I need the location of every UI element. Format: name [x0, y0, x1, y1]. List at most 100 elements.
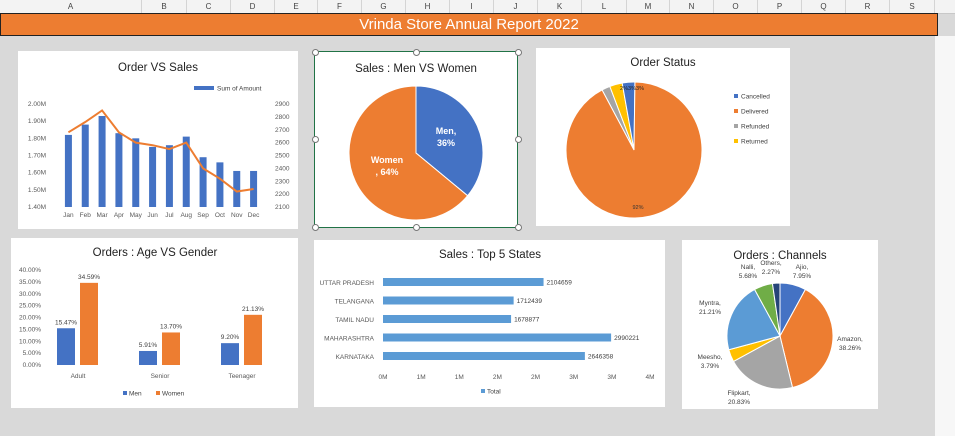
- category-label: TAMIL NADU: [335, 317, 374, 324]
- column-header-d[interactable]: D: [231, 0, 275, 13]
- column-header-g[interactable]: G: [362, 0, 406, 13]
- channel-pct: 2.27%: [762, 269, 781, 276]
- channels-pie-slice-4: [726, 288, 781, 351]
- y-tick-label: 1.60M: [28, 170, 46, 177]
- men-vs-women-chart[interactable]: Sales : Men VS Women Men, 36% Women , 64%: [314, 51, 518, 228]
- legend-label: Men: [129, 391, 142, 398]
- data-label: 2646358: [588, 354, 614, 361]
- y2-tick-label: 2700: [275, 127, 290, 134]
- column-header-n[interactable]: N: [670, 0, 714, 13]
- y2-tick-label: 2500: [275, 153, 290, 160]
- resize-handle[interactable]: [312, 136, 319, 143]
- x-tick-label: 3M: [569, 374, 578, 381]
- channels-chart[interactable]: Orders : Channels Ajio, 7.95% Amazon, 38.26%…: [682, 240, 878, 409]
- chart-title: Sales : Top 5 States: [439, 249, 541, 261]
- column-header-a[interactable]: A: [0, 0, 142, 13]
- women-label: Women: [371, 155, 403, 165]
- column-header-q[interactable]: Q: [802, 0, 846, 13]
- women-bar: [244, 314, 262, 365]
- state-bar: [383, 352, 585, 360]
- gender-pie-slice-1: [348, 85, 469, 221]
- data-label: 1712439: [517, 298, 543, 305]
- column-header-i[interactable]: I: [450, 0, 494, 13]
- status-pie-slice-3: [565, 81, 703, 219]
- sales-bar: [182, 136, 190, 207]
- category-label: MAHARASHTRA: [324, 336, 375, 343]
- x-tick-label: 1M: [455, 374, 464, 381]
- column-header-l[interactable]: L: [582, 0, 627, 13]
- sales-bar: [81, 124, 89, 207]
- column-header-k[interactable]: K: [538, 0, 582, 13]
- column-header-m[interactable]: M: [627, 0, 670, 13]
- y2-tick-label: 2200: [275, 191, 290, 198]
- sales-bar: [98, 116, 106, 207]
- data-label: 21.13%: [242, 306, 264, 313]
- resize-handle[interactable]: [515, 136, 522, 143]
- column-header-o[interactable]: O: [714, 0, 758, 13]
- resize-handle[interactable]: [515, 224, 522, 231]
- channels-pie-slice-6: [771, 282, 781, 337]
- channel-name: Myntra,: [699, 300, 721, 307]
- y2-tick-label: 2900: [275, 101, 290, 108]
- channels-pie-slice-2: [732, 335, 794, 390]
- y2-tick-label: 2300: [275, 178, 290, 185]
- data-label: 1678877: [514, 317, 540, 324]
- column-header-r[interactable]: R: [846, 0, 890, 13]
- chart-title: Orders : Channels: [733, 250, 827, 262]
- sales-bar: [165, 145, 173, 207]
- x-tick-label: 3M: [607, 374, 616, 381]
- resize-handle[interactable]: [515, 49, 522, 56]
- legend-swatch: [734, 109, 738, 113]
- column-header-p[interactable]: P: [758, 0, 802, 13]
- y-tick-label: 2.00M: [28, 101, 46, 108]
- column-header-e[interactable]: E: [275, 0, 318, 13]
- y-tick-label: 20.00%: [19, 315, 41, 322]
- legend-swatch: [156, 391, 160, 395]
- x-tick-label: 4M: [645, 374, 654, 381]
- x-tick-label: Jun: [147, 212, 158, 219]
- column-header-s[interactable]: S: [890, 0, 935, 13]
- channel-pct: 3.79%: [701, 363, 720, 370]
- x-tick-label: Adult: [71, 373, 86, 380]
- top-states-chart[interactable]: Sales : Top 5 States UTTAR PRADESH 2104659…: [314, 240, 665, 407]
- y-tick-label: 1.90M: [28, 118, 46, 125]
- chart-title: Order VS Sales: [118, 62, 198, 74]
- legend-label: Cancelled: [741, 94, 770, 101]
- resize-handle[interactable]: [413, 224, 420, 231]
- column-header-c[interactable]: C: [187, 0, 231, 13]
- x-tick-label: Mar: [96, 212, 108, 219]
- resize-handle[interactable]: [312, 224, 319, 231]
- chart-title: Order Status: [630, 57, 695, 69]
- y-tick-label: 30.00%: [19, 291, 41, 298]
- column-header-f[interactable]: F: [318, 0, 362, 13]
- column-header-h[interactable]: H: [406, 0, 450, 13]
- order-status-chart[interactable]: Order Status 2% 3% 3% 92% Cancelled Delivered R…: [536, 48, 790, 226]
- resize-handle[interactable]: [413, 49, 420, 56]
- y-tick-label: 25.00%: [19, 303, 41, 310]
- y-tick-label: 1.70M: [28, 153, 46, 160]
- column-header-b[interactable]: B: [142, 0, 187, 13]
- x-tick-label: Teenager: [228, 373, 256, 380]
- data-label: 15.47%: [55, 319, 77, 326]
- men-bar: [221, 343, 239, 365]
- resize-handle[interactable]: [312, 49, 319, 56]
- order-vs-sales-chart[interactable]: Order VS Sales Sum of Amount 2.00M 1.90M 1.8…: [18, 51, 298, 229]
- men-bar: [57, 328, 75, 365]
- state-bar: [383, 278, 544, 286]
- y-tick-label: 15.00%: [19, 326, 41, 333]
- men-vs-women-svg: Sales : Men VS Women Men, 36% Women , 64%: [348, 63, 484, 221]
- legend-swatch: [734, 94, 738, 98]
- channel-name: Amazon,: [837, 336, 863, 343]
- column-header-j[interactable]: J: [494, 0, 538, 13]
- age-vs-gender-chart[interactable]: Orders : Age VS Gender 40.00% 35.00% 30.00%…: [11, 238, 298, 408]
- data-label: 5.91%: [139, 342, 158, 349]
- sales-bar: [233, 170, 241, 207]
- chart-title: Sales : Men VS Women: [355, 63, 477, 75]
- women-bar: [162, 332, 180, 365]
- x-tick-label: Jan: [63, 212, 74, 219]
- channel-pct: 38.26%: [839, 345, 861, 352]
- x-tick-label: Dec: [248, 212, 260, 219]
- channel-name: Meesho,: [698, 354, 723, 361]
- orders-line: [67, 109, 254, 193]
